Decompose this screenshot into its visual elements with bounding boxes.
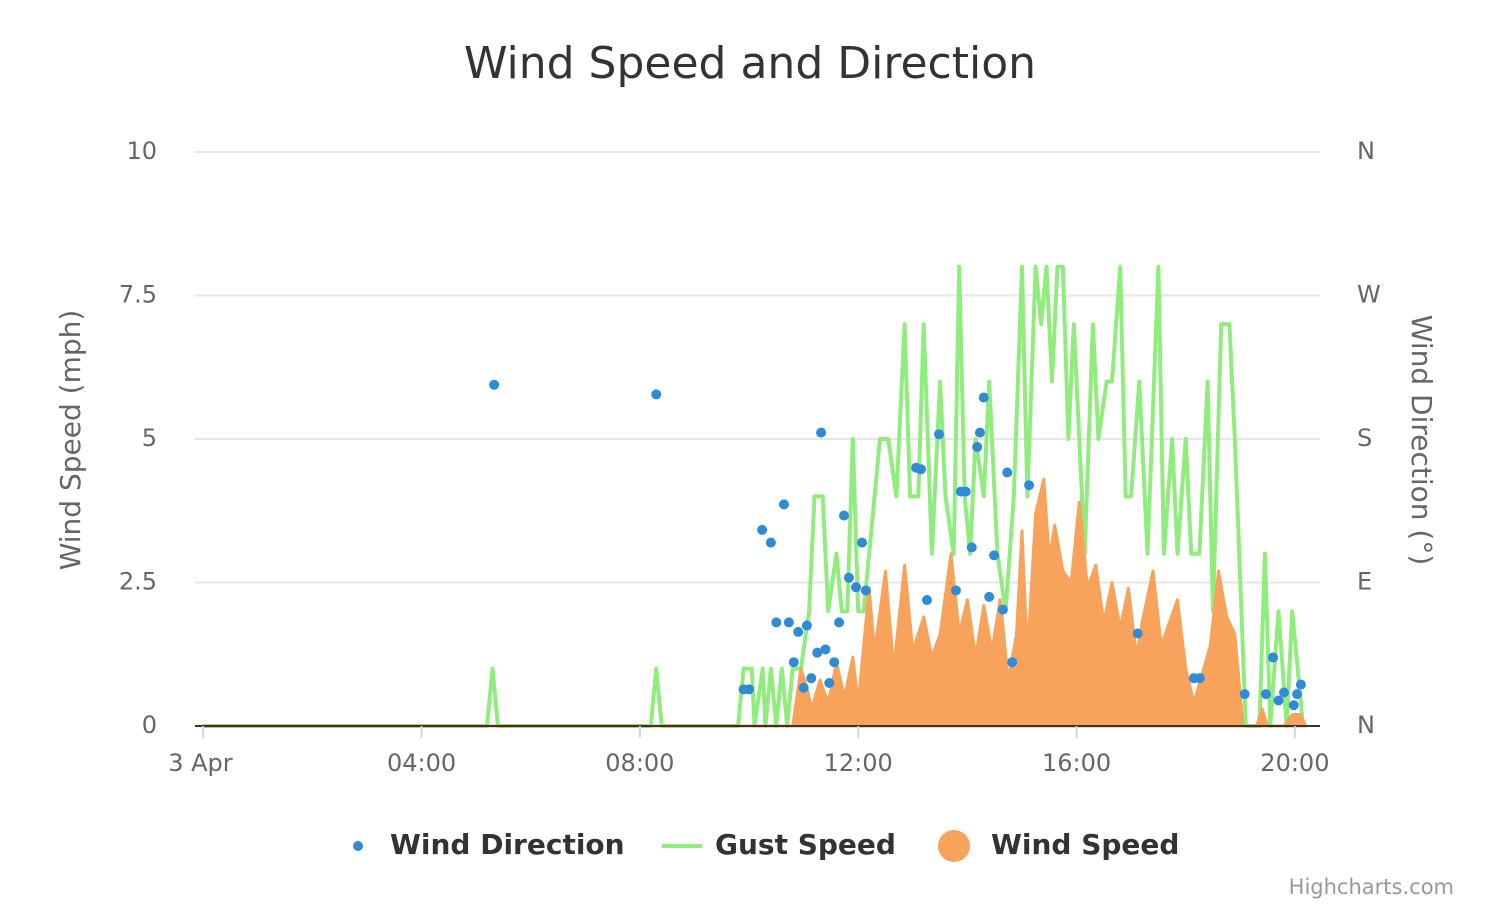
direction-point: [1268, 652, 1279, 663]
direction-point: [489, 379, 500, 390]
direction-point: [933, 429, 944, 440]
y-tick-label: 7.5: [119, 281, 157, 309]
credits[interactable]: Highcharts.com: [1289, 875, 1454, 899]
direction-point: [771, 617, 782, 628]
direction-point: [798, 682, 809, 693]
direction-point: [820, 644, 831, 655]
direction-point: [974, 427, 985, 438]
y-axis-title: Wind Speed (mph): [54, 310, 87, 571]
legend-symbol: [353, 841, 363, 851]
x-tick-label: 08:00: [605, 749, 674, 777]
direction-point: [1295, 679, 1306, 690]
legend-label: Wind Speed: [991, 828, 1179, 861]
direction-point: [978, 392, 989, 403]
direction-point: [1002, 467, 1013, 478]
direction-point: [1292, 689, 1303, 700]
direction-point: [1007, 657, 1018, 668]
legend-item[interactable]: Wind Speed: [938, 828, 1179, 862]
y2-tick-label: N: [1357, 137, 1375, 165]
direction-point: [972, 441, 983, 452]
direction-point: [950, 585, 961, 596]
direction-point: [765, 537, 776, 548]
direction-point: [1239, 689, 1250, 700]
x-tick-label: 12:00: [824, 749, 893, 777]
direction-point: [921, 595, 932, 606]
direction-point: [860, 585, 871, 596]
direction-point: [915, 464, 926, 475]
gust-line: [203, 264, 1306, 728]
y-tick-label: 0: [142, 711, 157, 739]
y2-tick-label: S: [1357, 424, 1372, 452]
legend-symbol: [938, 830, 970, 862]
direction-point: [778, 499, 789, 510]
direction-point: [757, 524, 768, 535]
legend-item[interactable]: Wind Direction: [353, 828, 625, 861]
direction-point: [1194, 673, 1205, 684]
axes: 0 2.5 5 7.5 10 N E S W N 3 Apr 04:00 08:00 12:00 16:00…: [119, 137, 1381, 777]
direction-point: [1273, 695, 1284, 706]
direction-point: [960, 486, 971, 497]
y2-axis-title: Wind Direction (°): [1405, 315, 1438, 566]
direction-point: [857, 537, 868, 548]
direction-point: [816, 427, 827, 438]
direction-point: [839, 510, 850, 521]
direction-point: [651, 389, 662, 400]
direction-point: [1288, 700, 1299, 711]
direction-point: [1278, 687, 1289, 698]
direction-point: [997, 604, 1008, 615]
x-tick-label: 20:00: [1260, 749, 1329, 777]
legend-label: Gust Speed: [715, 828, 896, 861]
legend-label: Wind Direction: [390, 828, 625, 861]
direction-point: [783, 617, 794, 628]
direction-point: [1132, 628, 1143, 639]
y-tick-label: 10: [126, 137, 157, 165]
direction-point: [989, 550, 1000, 561]
direction-point: [851, 582, 862, 593]
direction-point: [788, 657, 799, 668]
direction-point: [843, 572, 854, 583]
y-tick-label: 5: [142, 424, 157, 452]
x-tick-label: 04:00: [387, 749, 456, 777]
direction-point: [806, 673, 817, 684]
direction-point: [966, 542, 977, 553]
direction-point: [834, 617, 845, 628]
direction-point: [1260, 689, 1271, 700]
direction-point: [812, 647, 823, 658]
y2-tick-label: E: [1357, 568, 1372, 596]
x-tick-label: 3 Apr: [168, 749, 233, 777]
direction-point: [801, 620, 812, 631]
direction-point: [824, 677, 835, 688]
x-tick-label: 16:00: [1042, 749, 1111, 777]
direction-point: [1024, 480, 1035, 491]
y2-tick-label: W: [1357, 281, 1381, 309]
wind-area: [201, 477, 1308, 728]
direction-point: [793, 626, 804, 637]
y-tick-label: 2.5: [119, 568, 157, 596]
legend-item[interactable]: Gust Speed: [662, 828, 896, 861]
chart-title: Wind Speed and Direction: [464, 38, 1036, 89]
plot-area: [201, 264, 1308, 728]
y2-tick-label: N: [1357, 711, 1375, 739]
legend: Wind Direction Gust Speed Wind Speed: [353, 828, 1179, 862]
direction-point: [984, 591, 995, 602]
direction-point: [829, 657, 840, 668]
direction-point: [744, 684, 755, 695]
